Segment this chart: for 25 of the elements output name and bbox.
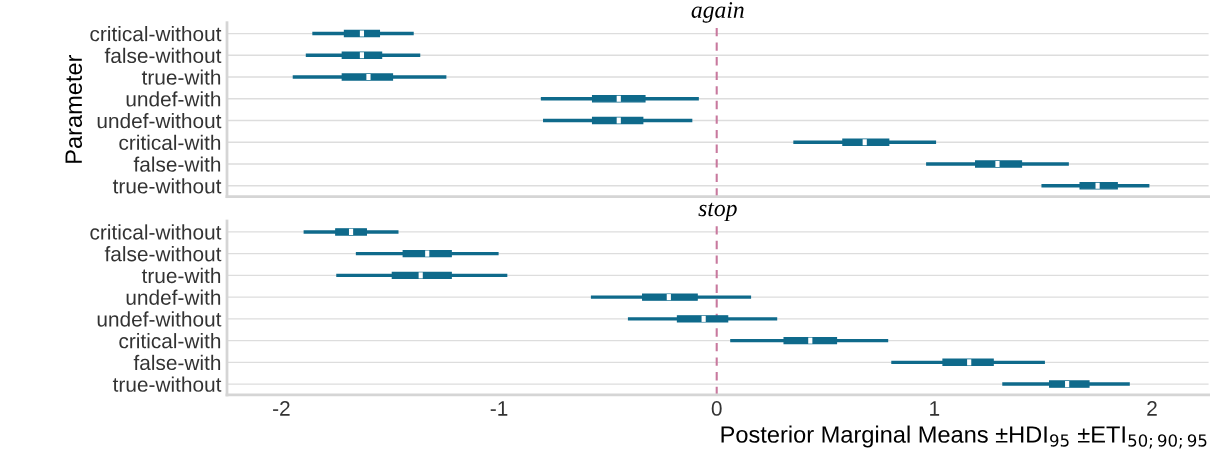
x-tick-label: 1 (930, 401, 940, 416)
y-tick-label: false-with (133, 354, 221, 371)
y-tick-label: undef-without (97, 311, 222, 327)
y-tick-label: undef-without (97, 113, 222, 129)
y-tick-label: false-without (104, 47, 222, 64)
y-tick-label: critical-with (119, 333, 221, 349)
y-tick-label: true-with (141, 69, 221, 85)
y-tick-label: true-without (112, 178, 222, 194)
y-tick-label: true-with (141, 267, 221, 284)
y-axis-title: Parameter (65, 54, 83, 163)
x-tick-label: 2 (1147, 401, 1157, 416)
x-tick-label: -2 (273, 401, 290, 416)
y-tick-label: false-without (104, 246, 222, 262)
y-tick-label: critical-without (90, 224, 222, 240)
y-tick-label: critical-with (119, 134, 221, 151)
x-tick-label: -1 (490, 401, 508, 416)
chart-title: again (691, 2, 744, 23)
y-tick-label: false-with (133, 156, 221, 172)
y-tick-label: critical-without (90, 26, 222, 42)
y-tick-label: true-without (112, 376, 222, 392)
x-axis-title: Posterior Marginal Means ±HDI$_{95}$ ±ETI$_{50;90;95}$ (721, 425, 1207, 449)
y-tick-label: undef-with (126, 289, 221, 305)
x-tick-label: 0 (711, 401, 722, 416)
chart-title: stop (698, 202, 737, 222)
y-tick-label: undef-with (126, 91, 221, 107)
